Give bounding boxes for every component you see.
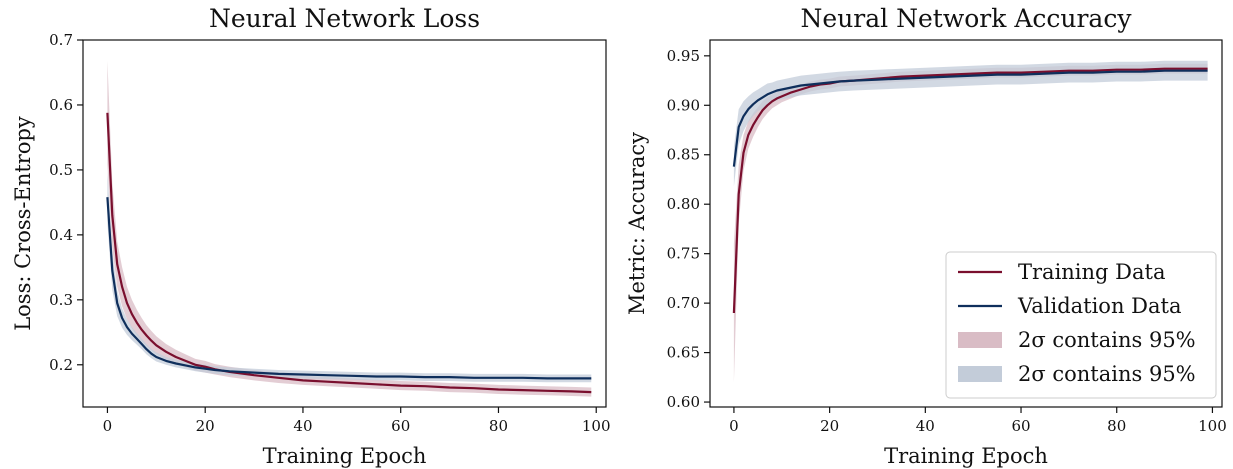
legend-label: 2σ contains 95%: [1018, 328, 1196, 352]
y-tick-label: 0.75: [667, 245, 700, 263]
y-tick-label: 0.90: [667, 96, 700, 114]
x-tick-label: 40: [916, 417, 935, 435]
legend-band-swatch: [958, 332, 1002, 348]
x-tick-label: 80: [489, 417, 508, 435]
y-tick-label: 0.85: [667, 146, 700, 164]
x-tick-label: 20: [196, 417, 215, 435]
x-axis-label: Training Epoch: [263, 444, 427, 468]
y-tick-label: 0.60: [667, 393, 700, 411]
y-tick-label: 0.70: [667, 294, 700, 312]
x-axis-label: Training Epoch: [884, 444, 1048, 468]
x-tick-label: 80: [1107, 417, 1126, 435]
y-tick-label: 0.5: [49, 161, 73, 179]
chart-legend: Training Data Validation Data 2σ contains …: [945, 251, 1217, 399]
y-tick-label: 0.80: [667, 195, 700, 213]
x-tick-label: 100: [582, 417, 611, 435]
chart-title: Neural Network Loss: [209, 4, 480, 33]
y-tick-label: 0.2: [49, 356, 73, 374]
x-tick-label: 0: [103, 417, 113, 435]
chart-title: Neural Network Accuracy: [801, 4, 1133, 33]
y-axis-label: Metric: Accuracy: [625, 132, 649, 315]
confidence-band-validation: [107, 171, 592, 383]
series-line-training: [106, 112, 592, 394]
loss-chart-panel: 0 20 40 60 80 100 0.2 0.3 0.4 0.5 0.6 0.7 Neural Net…: [11, 4, 611, 468]
x-tick-label: 100: [1198, 417, 1227, 435]
y-tick-label: 0.4: [49, 226, 73, 244]
legend-label: Validation Data: [1017, 294, 1181, 318]
accuracy-chart-panel: 0 20 40 60 80 100 0.60 0.65 0.70 0.75 0.80 0.85 0.90…: [625, 4, 1227, 468]
x-tick-label: 20: [820, 417, 839, 435]
y-tick-label: 0.95: [667, 47, 700, 65]
legend-box: [945, 251, 1217, 399]
legend-band-swatch: [958, 366, 1002, 382]
x-tick-label: 60: [1011, 417, 1030, 435]
y-tick-label: 0.7: [49, 31, 73, 49]
y-tick-label: 0.3: [49, 291, 73, 309]
series-line-validation: [732, 69, 1208, 167]
plot-frame: [709, 39, 1223, 408]
series-line-validation: [106, 197, 592, 380]
x-tick-label: 40: [293, 417, 312, 435]
y-axis-label: Loss: Cross-Entropy: [11, 116, 35, 331]
y-tick-label: 0.6: [49, 96, 73, 114]
plot-frame: [82, 39, 607, 408]
confidence-band-validation: [733, 60, 1208, 187]
x-tick-label: 60: [391, 417, 410, 435]
legend-label: 2σ contains 95%: [1018, 362, 1196, 386]
y-tick-label: 0.65: [667, 344, 700, 362]
legend-label: Training Data: [1018, 260, 1165, 284]
confidence-band-training: [107, 60, 592, 397]
x-tick-label: 0: [729, 417, 739, 435]
